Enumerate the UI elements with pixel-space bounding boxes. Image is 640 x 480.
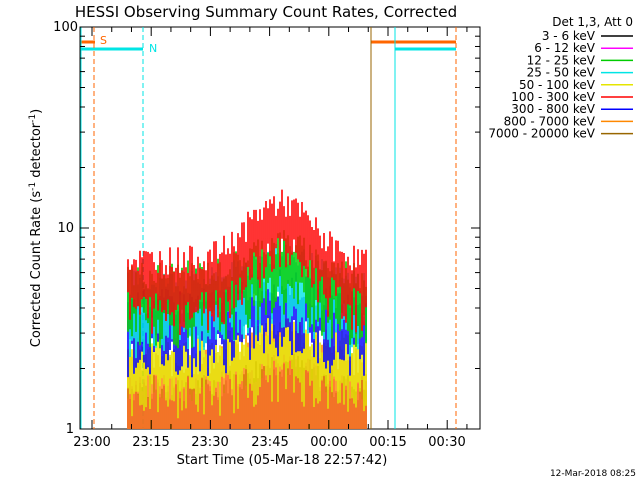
legend-label: 800 - 7000 keV [504,114,596,128]
x-tick-label: 23:45 [251,435,288,450]
legend-label: 12 - 25 keV [527,53,596,67]
x-tick-label: 23:30 [191,435,228,450]
annotation-s: S [100,34,107,47]
y-tick-label-1: 1 [66,422,74,437]
legend-label: 50 - 100 keV [519,78,596,92]
x-tick-label: 00:00 [310,435,347,450]
y-tick-label-10: 10 [57,221,74,236]
y-tick-label-100: 100 [53,20,78,35]
legend-label: 25 - 50 keV [527,66,596,80]
legend-label: 7000 - 20000 keV [488,127,595,141]
x-tick-label: 23:00 [73,435,110,450]
annotation-n: N [149,42,157,55]
legend-label: 300 - 800 keV [511,102,595,116]
legend-label: 3 - 6 keV [542,29,596,43]
legend-label: 6 - 12 keV [534,41,596,55]
x-axis-label: Start Time (05-Mar-18 22:57:42) [177,453,388,468]
axis-ticks [80,26,480,430]
y-axis-label: Corrected Count Rate (s-1 detector-1) [28,109,44,347]
footer-date: 12-Mar-2018 08:25 [550,469,636,479]
series-100-300kev [127,189,367,335]
chart-title: HESSI Observing Summary Count Rates, Cor… [75,3,457,21]
legend-header: Det 1,3, Att 0 [552,15,633,29]
data-layer [80,27,457,429]
x-tick-label: 00:15 [369,435,406,450]
x-tick-label: 00:30 [428,435,465,450]
series-trace [127,189,367,335]
legend-label: 100 - 300 keV [511,90,595,104]
x-tick-label: 23:15 [132,435,169,450]
